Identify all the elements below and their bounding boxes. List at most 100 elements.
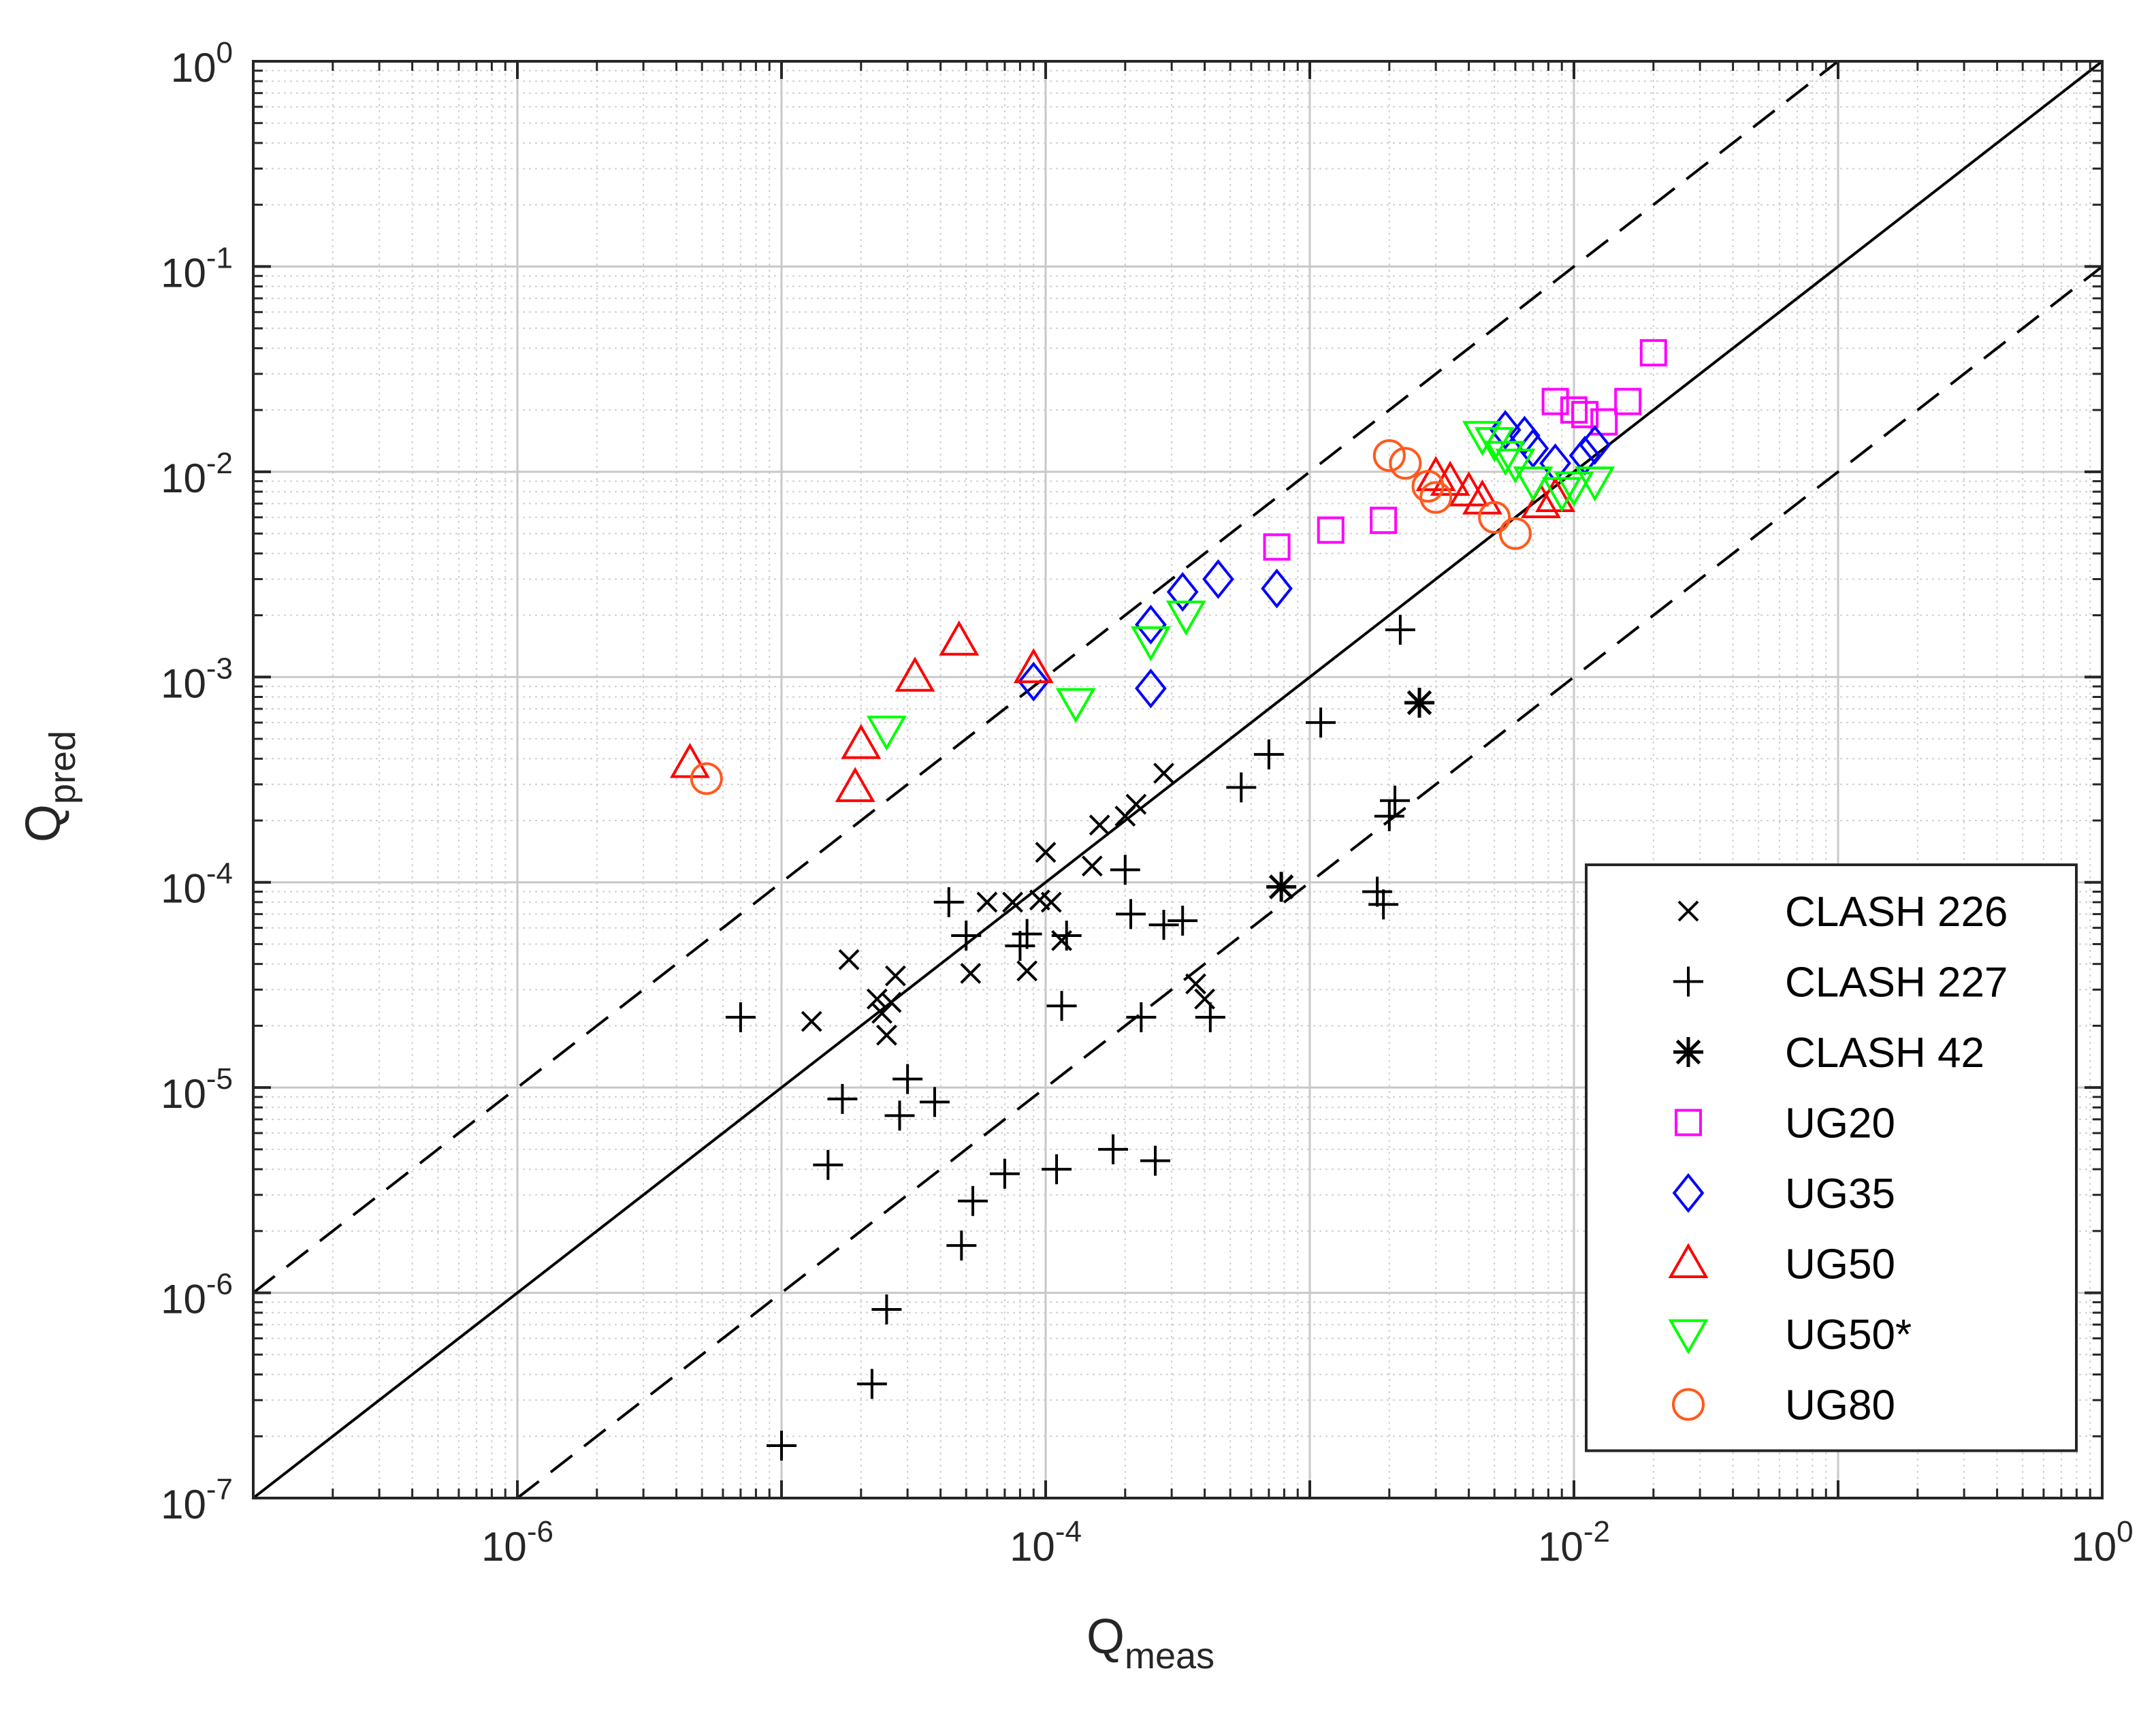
data-point-ug20 [1639, 339, 1667, 367]
legend-label-clash-42: CLASH 42 [1785, 1030, 1984, 1077]
data-point-clash-226 [976, 891, 998, 913]
series-ug35 [1017, 410, 1611, 709]
reference-line-perfect-agreement [252, 60, 2104, 1499]
data-point-clash-227 [1148, 910, 1179, 940]
legend-label-clash-226: CLASH 226 [1785, 889, 2008, 936]
data-point-ug50 [669, 742, 710, 778]
legend-item-clash-42: CLASH 42 [1673, 1030, 1984, 1077]
data-point-ug50 [1495, 448, 1536, 484]
data-point-clash-226 [884, 965, 906, 987]
data-point-clash-227 [1005, 931, 1035, 961]
data-point-clash-226 [1089, 814, 1110, 836]
data-point-clash-226 [875, 1024, 897, 1046]
data-point-ug80 [1419, 481, 1453, 514]
legend-marker-ug35 [1672, 1173, 1705, 1213]
data-point-ug50 [1541, 477, 1582, 513]
data-point-ug35 [1489, 410, 1522, 450]
legend-item-ug35: UG35 [1672, 1171, 1895, 1218]
legend-marker-ug50 [1668, 1319, 1709, 1355]
data-point-clash-226 [866, 988, 888, 1010]
y-tick-label: 100 [171, 36, 233, 91]
data-point-clash-227 [813, 1149, 843, 1180]
data-point-ug80 [1411, 470, 1445, 503]
data-point-clash-226 [801, 1011, 822, 1032]
data-point-clash-227 [1226, 772, 1257, 803]
data-point-ug80 [690, 762, 723, 795]
data-point-clash-227 [1168, 906, 1198, 936]
data-series [669, 339, 1667, 1461]
data-point-ug50 [1013, 648, 1054, 684]
data-point-clash-227 [827, 1083, 858, 1114]
legend-item-ug50: UG50* [1668, 1311, 1912, 1358]
legend-item-clash-227: CLASH 227 [1673, 959, 2008, 1006]
x-tick-label: 100 [2071, 1515, 2133, 1570]
data-point-clash-226 [1081, 855, 1103, 877]
data-point-ug35 [1166, 571, 1199, 612]
series-ug50 [866, 421, 1615, 751]
data-point-clash-227 [1116, 899, 1146, 929]
reference-line-factor-10-under [516, 265, 2104, 1499]
y-tick-label: 10-3 [161, 652, 233, 706]
data-point-ug50 [1462, 421, 1502, 456]
data-point-ug50 [1521, 483, 1561, 519]
y-tick-label: 10-2 [161, 447, 233, 501]
data-point-clash-227 [1374, 801, 1404, 831]
data-point-ug80 [1372, 439, 1406, 472]
data-point-ug20 [1370, 507, 1398, 535]
data-point-clash-227 [1380, 785, 1411, 816]
data-point-ug35 [1017, 661, 1050, 702]
data-point-clash-227 [1126, 1002, 1157, 1032]
x-axis-title: Qmeas [1087, 1610, 1214, 1676]
x-tick-label-exponent: -6 [527, 1515, 553, 1548]
series-ug50 [669, 456, 1576, 802]
legend-item-ug20: UG20 [1675, 1100, 1895, 1147]
data-point-ug80 [1498, 517, 1532, 550]
axis-ticks [252, 60, 2104, 1499]
data-point-clash-227 [767, 1431, 797, 1461]
y-tick-label-base: 10 [161, 1277, 206, 1322]
data-point-ug50 [1165, 601, 1206, 636]
data-point-ug50 [1055, 688, 1096, 723]
y-tick-label-exponent: -2 [206, 447, 233, 480]
data-point-ug20 [1263, 533, 1291, 561]
data-point-clash-226 [880, 991, 902, 1013]
data-point-clash-226 [1002, 891, 1023, 913]
y-tick-label-exponent: -5 [206, 1062, 233, 1096]
y-tick-label-base: 10 [161, 250, 206, 296]
data-point-ug50 [1485, 441, 1526, 477]
series-clash-226 [801, 763, 1216, 1046]
data-point-clash-227 [1362, 876, 1393, 907]
y-tick-label-exponent: -6 [206, 1268, 233, 1301]
legend-marker-ug80 [1672, 1388, 1705, 1421]
legend-label-ug50: UG50 [1785, 1241, 1895, 1288]
data-point-clash-227 [871, 1294, 902, 1324]
data-point-clash-227 [919, 1087, 950, 1117]
x-tick-label-exponent: 0 [2117, 1515, 2133, 1548]
data-point-ug35 [1135, 668, 1167, 709]
data-point-ug50 [939, 620, 980, 656]
y-tick-label-base: 10 [161, 1482, 206, 1527]
data-point-ug50 [895, 656, 935, 692]
y-tick-label-base: 10 [161, 456, 206, 501]
x-tick-label-exponent: -4 [1055, 1515, 1082, 1548]
reference-line-factor-10-over [252, 60, 1839, 1294]
series-ug20 [1263, 339, 1667, 561]
data-point-clash-226 [1016, 960, 1038, 982]
data-point-clash-42 [1404, 687, 1435, 718]
data-point-ug50 [1535, 477, 1576, 513]
y-tick-label-base: 10 [161, 661, 206, 706]
x-tick-label-base: 10 [1538, 1524, 1583, 1570]
data-point-clash-227 [1042, 1154, 1072, 1185]
y-tick-label-base: 10 [161, 1071, 206, 1117]
data-point-clash-227 [946, 1230, 977, 1261]
data-point-clash-226 [1040, 891, 1062, 913]
x-tick-label-base: 10 [1010, 1524, 1055, 1570]
data-point-ug80 [1389, 447, 1422, 480]
x-tick-label-base: 10 [2071, 1524, 2117, 1570]
reference-lines [252, 60, 2104, 1499]
series-clash-227 [725, 614, 1415, 1461]
y-tick-label-exponent: -3 [206, 652, 233, 685]
data-point-ug20 [1590, 408, 1618, 436]
data-point-clash-227 [1051, 920, 1082, 951]
